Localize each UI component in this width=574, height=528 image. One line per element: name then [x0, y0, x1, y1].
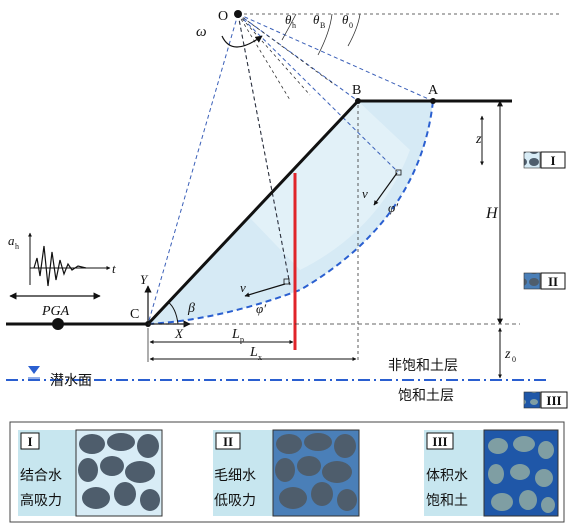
label-theta-h-sub: h	[292, 21, 296, 30]
point-o	[234, 10, 242, 18]
label-Lx: L	[249, 345, 258, 360]
label-theta-b: θ	[313, 12, 320, 27]
label-saturated: 饱和土层	[398, 388, 454, 404]
label-phi-upper: φ′	[388, 200, 398, 215]
water-table-icon	[28, 366, 40, 374]
side-marker-III: III	[523, 391, 568, 409]
legend-III-roman: III	[432, 434, 447, 449]
label-H: H	[485, 205, 499, 222]
label-theta-0: θ	[342, 12, 349, 27]
pga-node	[52, 318, 64, 330]
side-marker-I-label: I	[550, 153, 555, 168]
label-v-lower: v	[240, 280, 246, 295]
beta-arc	[167, 301, 179, 325]
legend-item-II: II 毛细水 低吸力	[213, 429, 360, 517]
label-x: X	[174, 326, 184, 341]
label-v-upper: v	[362, 186, 368, 201]
legend-item-III: III 体积水 饱和土	[424, 429, 559, 517]
label-z0-sub: 0	[512, 355, 516, 364]
failure-surface	[147, 100, 434, 325]
legend-I-line1: 结合水	[20, 468, 62, 484]
rotation-rays	[147, 13, 434, 325]
point-a	[430, 98, 436, 104]
label-y: Y	[140, 272, 149, 287]
label-z0: z	[504, 347, 511, 362]
label-beta: β	[187, 301, 195, 316]
theta-arcs	[281, 13, 361, 56]
label-a: A	[428, 83, 439, 98]
label-Lx-sub: x	[258, 353, 262, 362]
side-marker-I: I	[523, 151, 566, 169]
velocity-arrow-upper	[373, 172, 398, 206]
label-Lp: L	[231, 327, 240, 342]
legend-I-line2: 高吸力	[20, 492, 62, 509]
label-theta-b-sub: B	[320, 21, 325, 30]
omega-arrow	[221, 35, 263, 48]
point-b	[355, 98, 361, 104]
legend-II-line1: 毛细水	[214, 468, 256, 484]
legend-I-roman: I	[27, 434, 32, 449]
inner-wedge	[250, 101, 410, 270]
slope-face	[146, 99, 360, 326]
label-z: z	[475, 132, 482, 147]
reference-lines	[237, 13, 560, 101]
label-phi-lower: φ′	[256, 301, 266, 316]
label-water-table: 潜水面	[50, 373, 92, 389]
legend-III-line1: 体积水	[426, 468, 468, 484]
legend-item-I: I 结合水 高吸力	[18, 429, 163, 517]
legend-III-line2: 饱和土	[426, 493, 468, 509]
side-marker-II: II	[523, 272, 566, 290]
velocity-arrow-lower	[244, 283, 286, 298]
label-b: B	[352, 83, 361, 98]
label-c: C	[130, 307, 139, 322]
label-t: t	[112, 261, 116, 276]
label-theta-0-sub: 0	[349, 21, 353, 30]
side-marker-II-label: II	[548, 274, 558, 289]
label-theta-h: θ	[285, 12, 292, 27]
label-o: O	[218, 9, 228, 24]
legend-II-roman: II	[223, 434, 233, 449]
label-omega: ω	[196, 24, 207, 40]
label-ah-sub: h	[15, 242, 19, 251]
right-angle-upper	[395, 169, 402, 176]
ground-motion-inset	[28, 232, 111, 287]
label-unsaturated: 非饱和土层	[388, 358, 458, 374]
legend-II-line2: 低吸力	[214, 493, 256, 509]
side-marker-III-label: III	[546, 393, 561, 408]
label-pga: PGA	[41, 304, 70, 319]
label-Lp-sub: p	[240, 335, 244, 344]
label-ah: a	[8, 233, 15, 248]
right-angle-lower	[283, 278, 290, 285]
